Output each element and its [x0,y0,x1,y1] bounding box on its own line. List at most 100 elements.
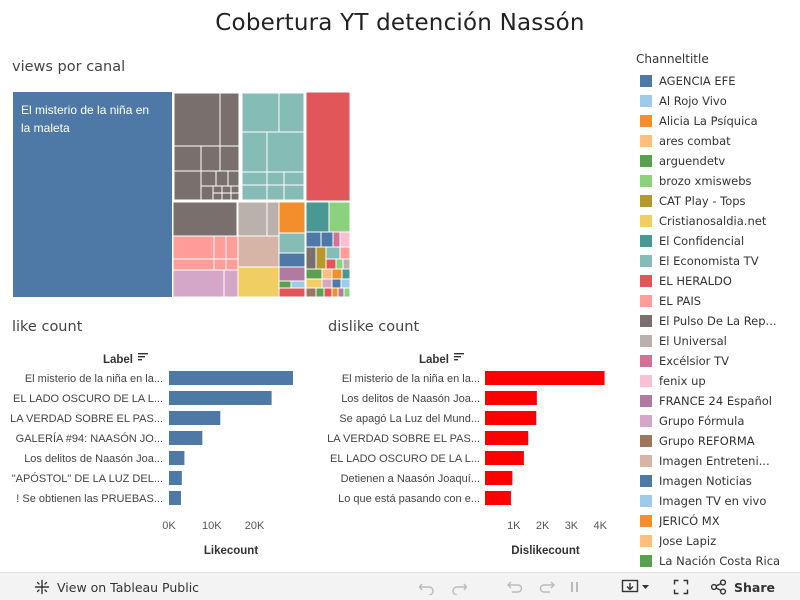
legend-item[interactable]: EL HERALDO [636,271,800,291]
like-bar[interactable] [169,491,181,505]
treemap-cell-imagen-entretenimiento[interactable] [237,235,280,268]
treemap-cell-el-heraldo[interactable] [305,92,350,202]
treemap-cell[interactable] [337,287,345,297]
treemap-cell[interactable] [343,287,350,297]
like-bar[interactable] [169,371,293,385]
legend-item[interactable]: El Confidencial [636,231,800,251]
treemap-cell[interactable] [278,232,306,254]
dislike-sort-icon[interactable] [454,353,464,361]
treemap-subcell[interactable] [266,131,305,173]
treemap-subcell[interactable] [283,171,305,186]
legend-item[interactable]: ares combat [636,131,800,151]
like-sort-icon[interactable] [138,353,148,361]
legend-item[interactable]: JERICÓ MX [636,511,800,531]
color-legend[interactable]: Channeltitle AGENCIA EFE Al Rojo Vivo Alic… [636,52,800,571]
treemap-subcell[interactable] [225,258,239,271]
treemap-cell[interactable] [320,231,334,248]
dislike-bar[interactable] [485,431,529,445]
dislike-count-chart[interactable]: Label El misterio de la niña en la... Los … [318,345,628,560]
treemap-cell[interactable] [305,287,317,297]
legend-item[interactable]: Imagen TV en vivo [636,491,800,511]
refresh-button[interactable] [538,573,556,600]
treemap-subcell[interactable] [241,92,280,133]
treemap-subcell[interactable] [266,184,285,201]
treemap-subcell[interactable] [266,171,285,186]
treemap-cell[interactable] [315,287,325,297]
treemap-cell[interactable] [305,246,317,270]
treemap-cell[interactable] [278,252,306,268]
legend-item[interactable]: brozo xmiswebs [636,171,800,191]
pause-button[interactable] [568,573,582,600]
like-bar[interactable] [169,411,221,425]
treemap-cell[interactable] [342,258,350,270]
treemap-cell[interactable] [172,201,238,237]
treemap-cell-el-pais[interactable] [172,235,215,260]
treemap-subcell[interactable] [241,131,268,173]
treemap-subcell[interactable] [219,145,240,172]
legend-item[interactable]: Cristianosaldia.net [636,211,800,231]
legend-item[interactable]: Excélsior TV [636,351,800,371]
treemap-subcell[interactable] [173,145,202,172]
treemap-subcell[interactable] [241,171,268,186]
redo-button[interactable] [450,573,468,600]
treemap-cell-el-confidencial[interactable] [305,201,330,233]
treemap-cell[interactable] [325,258,337,270]
treemap-cell[interactable] [321,268,333,280]
legend-item[interactable]: CAT Play - Tops [636,191,800,211]
treemap-subcell[interactable] [227,170,240,187]
legend-item[interactable]: Jose Lapiz [636,531,800,551]
legend-item[interactable]: EL PAIS [636,291,800,311]
treemap-subcell[interactable] [221,185,232,194]
legend-item[interactable]: fenix up [636,371,800,391]
treemap-cell[interactable] [339,231,350,248]
treemap-subcell[interactable] [212,185,223,194]
treemap-cell[interactable] [335,258,344,270]
treemap-subcell[interactable] [221,192,232,201]
dislike-bar[interactable] [485,411,537,425]
view-on-tableau-link[interactable]: View on Tableau Public [34,573,199,600]
treemap-cell[interactable] [305,231,322,248]
treemap-cell-el-universal[interactable] [237,201,268,237]
legend-item[interactable]: Grupo REFORMA [636,431,800,451]
treemap-subcell[interactable] [241,184,268,201]
legend-item[interactable]: Al Rojo Vivo [636,91,800,111]
legend-item[interactable]: Imagen Entreteni... [636,451,800,471]
legend-item[interactable]: El Pulso De La Rep... [636,311,800,331]
treemap-subcell[interactable] [283,184,305,201]
like-count-chart[interactable]: Label El misterio de la niña en la... EL L… [0,345,318,560]
like-bar[interactable] [169,471,182,485]
treemap-subcell[interactable] [219,92,240,147]
treemap-subcell[interactable] [230,192,240,201]
treemap-subcell[interactable] [225,235,239,260]
treemap-subcell[interactable] [278,92,305,133]
treemap-cell-grupo-formula[interactable] [172,269,225,297]
treemap-cell[interactable] [331,287,339,297]
fullscreen-button[interactable] [673,573,689,600]
legend-item[interactable]: arguendetv [636,151,800,171]
treemap-cell[interactable] [339,246,350,260]
like-bar[interactable] [169,431,203,445]
treemap-cell[interactable] [266,201,280,237]
treemap-cell[interactable] [331,278,342,289]
dislike-bar[interactable] [485,391,537,405]
treemap-subcell[interactable] [213,235,227,260]
legend-list[interactable]: AGENCIA EFE Al Rojo Vivo Alicia La Psíquic… [636,71,800,571]
legend-item[interactable]: AGENCIA EFE [636,71,800,91]
treemap-cell[interactable] [278,266,306,282]
like-sort-header[interactable]: Label [103,354,133,366]
like-bar[interactable] [169,451,185,465]
treemap-cell-agencia-efe[interactable] [13,92,172,297]
treemap-cell[interactable] [305,268,323,280]
treemap-subcell[interactable] [173,170,202,201]
treemap-cell[interactable] [305,278,323,289]
dislike-bar[interactable] [485,371,605,385]
revert-button[interactable] [506,573,524,600]
legend-item[interactable]: El Economista TV [636,251,800,271]
treemap-cell[interactable] [325,246,341,260]
treemap-subcell[interactable] [215,170,229,187]
treemap-subcell[interactable] [223,269,239,297]
treemap-cell[interactable] [278,287,306,297]
legend-item[interactable]: Imagen Noticias [636,471,800,491]
dislike-bar[interactable] [485,491,511,505]
dislike-sort-header[interactable]: Label [419,354,449,366]
